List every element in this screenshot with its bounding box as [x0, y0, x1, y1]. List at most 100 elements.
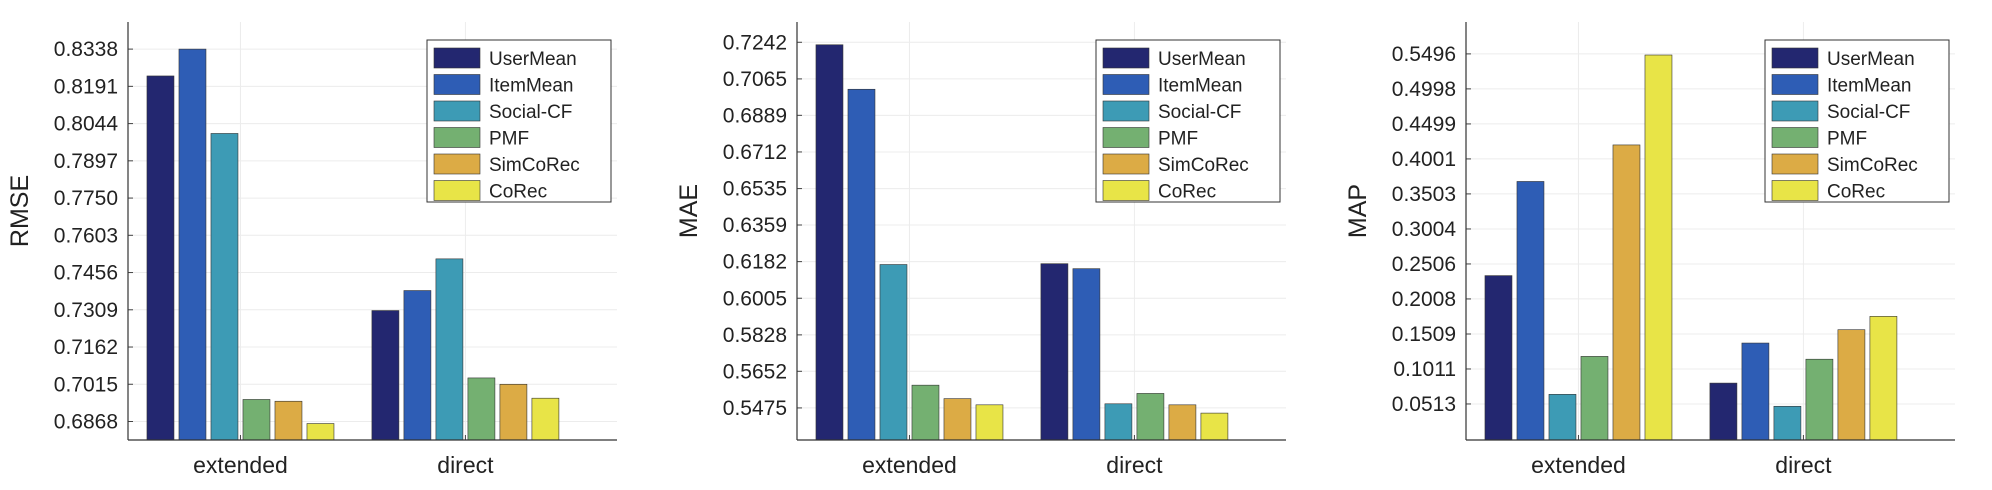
- y-tick-label: 0.7242: [723, 31, 787, 54]
- bar-social-cf-direct: [1104, 403, 1133, 441]
- y-tick-label: 0.1011: [1393, 358, 1456, 381]
- x-tick-label: direct: [437, 452, 494, 478]
- bar-itemmean-extended: [1516, 181, 1545, 441]
- legend-label: PMF: [489, 129, 529, 150]
- y-tick-label: 0.7750: [54, 187, 118, 210]
- y-tick-label: 0.6182: [723, 251, 787, 274]
- bar-simcorec-direct: [499, 383, 528, 441]
- y-tick-label: 0.8044: [54, 113, 119, 136]
- bar-corec-extended: [975, 404, 1004, 441]
- bar-simcorec-direct: [1168, 404, 1197, 441]
- bar-itemmean-direct: [1072, 268, 1101, 441]
- legend-swatch-usermean: [1771, 47, 1819, 69]
- x-tick-label: extended: [862, 452, 957, 478]
- legend-label: UserMean: [489, 49, 577, 70]
- x-tick-label: extended: [1531, 452, 1626, 478]
- y-tick-label: 0.3503: [1392, 183, 1456, 206]
- bar-simcorec-extended: [274, 400, 303, 441]
- legend: UserMean ItemMean Social-CF PMF SimCoRec CoRe…: [426, 39, 612, 203]
- legend-label: Social-CF: [1158, 102, 1241, 123]
- bar-social-cf-extended: [1548, 394, 1577, 441]
- y-tick-label: 0.2008: [1392, 288, 1456, 311]
- bar-simcorec-extended: [1612, 144, 1641, 441]
- bar-usermean-direct: [1709, 382, 1738, 441]
- y-tick-label: 0.5475: [723, 397, 787, 420]
- legend-label: ItemMean: [1827, 76, 1911, 97]
- x-tick-label: direct: [1775, 452, 1832, 478]
- bar-usermean-extended: [1484, 275, 1513, 441]
- y-axis-label: RMSE: [6, 175, 34, 247]
- bar-pmf-extended: [911, 384, 940, 441]
- bar-social-cf-extended: [210, 133, 239, 441]
- y-axis-label: MAE: [675, 184, 703, 238]
- bar-pmf-extended: [1580, 356, 1609, 441]
- y-tick-label: 0.7456: [54, 262, 118, 285]
- bar-usermean-extended: [815, 44, 844, 441]
- y-tick-label: 0.4001: [1392, 148, 1456, 171]
- y-tick-label: 0.6868: [54, 411, 118, 434]
- bar-social-cf-direct: [1773, 405, 1802, 441]
- legend: UserMean ItemMean Social-CF PMF SimCoRec CoRe…: [1095, 39, 1281, 203]
- legend-label: ItemMean: [489, 76, 573, 97]
- legend-label: PMF: [1158, 129, 1198, 150]
- legend-label: CoRec: [1158, 182, 1216, 203]
- y-tick-label: 0.7897: [54, 150, 118, 173]
- legend-swatch-usermean: [1102, 47, 1150, 69]
- legend-swatch-social-cf: [1771, 100, 1819, 122]
- y-tick-label: 0.4998: [1392, 78, 1456, 101]
- y-tick-label: 0.4499: [1392, 113, 1456, 136]
- bar-pmf-direct: [467, 377, 496, 441]
- y-tick-label: 0.7065: [723, 68, 787, 91]
- legend-swatch-pmf: [1771, 127, 1819, 148]
- chart-panel-rmse: 0.6868 0.7015 0.7162 0.7309 0.7456 0.7603 0.77…: [6, 22, 617, 478]
- y-tick-label: 0.6712: [723, 141, 787, 164]
- legend-label: UserMean: [1158, 49, 1246, 70]
- bar-corec-extended: [306, 423, 335, 441]
- y-axis-label: MAP: [1344, 184, 1372, 238]
- y-tick-label: 0.8191: [54, 75, 118, 98]
- x-tick-label: direct: [1106, 452, 1163, 478]
- legend-label: SimCoRec: [1827, 155, 1918, 176]
- y-tick-label: 0.6359: [723, 214, 787, 237]
- y-tick-label: 0.7603: [54, 224, 118, 247]
- bar-itemmean-extended: [847, 88, 876, 441]
- y-tick-label: 0.8338: [54, 38, 118, 61]
- y-tick-label: 0.7162: [54, 336, 118, 359]
- chart-panel-mae: 0.5475 0.5652 0.5828 0.6005 0.6182 0.6359 0.65…: [675, 22, 1286, 478]
- y-tick-label: 0.6535: [723, 178, 787, 201]
- y-tick-label: 0.3004: [1392, 218, 1457, 241]
- y-tick-label: 0.5496: [1392, 43, 1456, 66]
- bar-social-cf-extended: [879, 264, 908, 441]
- bar-corec-direct: [1200, 412, 1229, 441]
- bar-usermean-direct: [371, 310, 400, 441]
- legend-label: ItemMean: [1158, 76, 1242, 97]
- legend-label: CoRec: [489, 182, 547, 203]
- legend-swatch-corec: [1771, 180, 1819, 201]
- legend-swatch-simcorec: [1771, 153, 1819, 175]
- legend-label: CoRec: [1827, 182, 1885, 203]
- legend-swatch-social-cf: [433, 100, 481, 122]
- legend-label: Social-CF: [489, 102, 572, 123]
- legend-swatch-pmf: [1102, 127, 1150, 148]
- legend-swatch-corec: [1102, 180, 1150, 201]
- legend-swatch-social-cf: [1102, 100, 1150, 122]
- bar-corec-extended: [1644, 54, 1673, 441]
- x-tick-label: extended: [193, 452, 288, 478]
- legend-label: PMF: [1827, 129, 1867, 150]
- legend-label: SimCoRec: [1158, 155, 1249, 176]
- legend-label: UserMean: [1827, 49, 1915, 70]
- y-tick-label: 0.6005: [723, 287, 787, 310]
- y-tick-label: 0.7309: [54, 299, 118, 322]
- bar-social-cf-direct: [435, 258, 464, 441]
- bar-corec-direct: [531, 397, 560, 441]
- legend: UserMean ItemMean Social-CF PMF SimCoRec CoRe…: [1764, 39, 1950, 203]
- bar-simcorec-extended: [943, 398, 972, 441]
- legend-swatch-itemmean: [433, 74, 481, 95]
- legend-swatch-usermean: [433, 47, 481, 69]
- legend-swatch-pmf: [433, 127, 481, 148]
- bar-pmf-direct: [1136, 393, 1165, 441]
- y-tick-label: 0.7015: [54, 373, 118, 396]
- legend-swatch-itemmean: [1102, 74, 1150, 95]
- bar-itemmean-extended: [178, 48, 207, 441]
